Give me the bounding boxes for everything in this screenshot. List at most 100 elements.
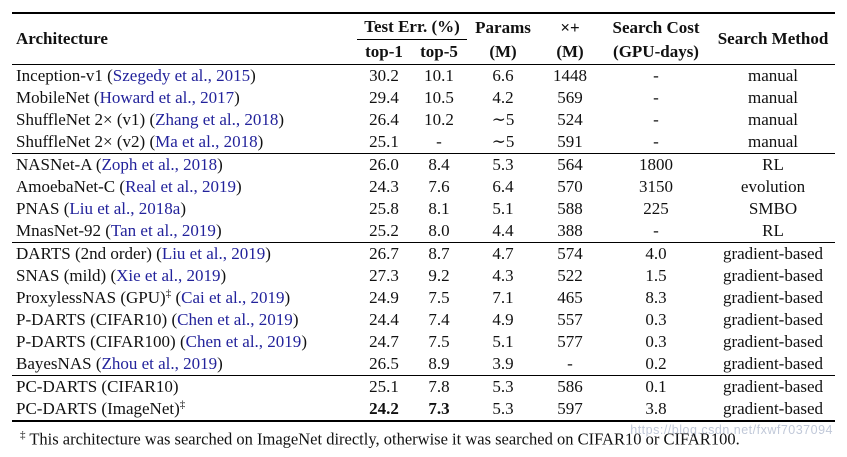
params-cell: 4.7 [467,242,540,265]
architecture-name: PNAS [16,199,60,218]
search-method-cell: gradient-based [722,310,824,329]
citation-link[interactable]: Liu et al., 2018a [69,199,181,218]
citation-link[interactable]: Xie et al., 2019 [116,266,221,285]
table-row: SNAS (mild) (Xie et al., 2019) 27.3 9.2 4.3… [12,265,835,287]
top5-cell: 9.2 [428,266,450,285]
citation-link[interactable]: Tan et al., 2019 [110,221,216,240]
top5-cell: 8.1 [428,199,450,218]
footnote: ‡ This architecture was searched on Imag… [20,429,835,450]
top1-cell: 26.0 [357,153,411,176]
citation-link[interactable]: Ma et al., 2018 [155,132,258,151]
params-cell: 6.4 [492,177,514,196]
architecture-name: Inception-v1 [16,66,103,85]
top1-cell: 24.9 [369,288,399,307]
search-cost-cell: 225 [643,199,669,218]
architecture-name: P-DARTS (CIFAR10) [16,310,168,329]
architecture-name: BayesNAS [16,354,92,373]
madds-cell: 524 [557,110,583,129]
search-cost-cell: 4.0 [601,242,712,265]
table-row: NASNet-A (Zoph et al., 2018) 26.0 8.4 5.3 56… [12,153,836,176]
top1-cell: 29.4 [369,88,399,107]
architecture-name: P-DARTS (CIFAR100) [16,332,176,351]
top5-cell: 8.9 [428,354,450,373]
csdn-watermark: https://blog.csdn.net/fxwf7037094 [630,423,833,437]
col-header-search-method: Search Method [717,29,829,48]
search-method-cell: manual [747,132,799,151]
citation-link[interactable]: Cai et al., 2019 [181,288,285,307]
footnote-dagger-marker: ‡ [20,429,26,441]
madds-cell: 597 [557,399,583,418]
architecture-name: ShuffleNet 2× (v2) [16,132,146,151]
params-cell: 7.1 [492,288,514,307]
madds-cell: 388 [557,221,583,240]
madds-cell: 591 [557,132,583,151]
top1-cell: 25.2 [369,221,399,240]
params-cell: ∼5 [491,110,515,129]
top5-cell: 10.2 [424,110,454,129]
architecture-name: NASNet-A [16,155,92,174]
dagger-marker: ‡ [179,398,186,411]
search-cost-cell: - [653,110,659,129]
search-cost-cell: 0.3 [645,332,667,351]
top1-cell: 30.2 [369,66,399,85]
architecture-cell: P-DARTS (CIFAR100) (Chen et al., 2019) [16,332,307,351]
params-cell: 4.2 [492,88,514,107]
dagger-marker: ‡ [165,287,172,300]
citation-link[interactable]: Szegedy et al., 2015 [112,66,251,85]
table-row: MobileNet (Howard et al., 2017) 29.4 10.5 4… [12,87,835,109]
params-cell: 5.1 [492,199,514,218]
madds-cell: 569 [557,88,583,107]
col-header-top5: top-5 [420,42,458,61]
params-cell: 4.3 [492,266,514,285]
results-table: Architecture Test Err. (%) Params (M) ×+… [12,12,836,422]
madds-cell: 557 [557,310,583,329]
architecture-name: PC-DARTS (CIFAR10) [16,377,179,396]
architecture-cell: BayesNAS (Zhou et al., 2019) [16,354,223,373]
madds-cell: 570 [557,177,583,196]
madds-cell: - [567,354,573,373]
citation-link[interactable]: Chen et al., 2019 [177,310,293,329]
architecture-cell: DARTS (2nd order) (Liu et al., 2019) [12,242,357,265]
search-method-cell: gradient-based [722,266,824,285]
params-cell: 5.3 [467,153,540,176]
top1-cell: 26.7 [357,242,411,265]
table-row: PC-DARTS (ImageNet)‡ 24.2 7.3 5.3 597 3.8 grad… [12,398,835,421]
col-header-madds-line1: ×+ [560,17,580,37]
citation-link[interactable]: Zhou et al., 2019 [101,354,218,373]
citation-link[interactable]: Real et al., 2019 [125,177,237,196]
search-cost-cell: 0.1 [601,375,712,398]
search-method-cell: gradient-based [711,375,836,398]
madds-cell: 586 [539,375,602,398]
citation-link[interactable]: Liu et al., 2019 [161,244,266,263]
search-cost-cell: - [653,221,659,240]
search-cost-cell: 0.2 [645,354,667,373]
madds-cell: 522 [557,266,583,285]
table-row: PNAS (Liu et al., 2018a) 25.8 8.1 5.1 588 225… [12,198,835,220]
search-method-cell: manual [747,88,799,107]
top1-cell: 26.4 [369,110,399,129]
madds-cell: 1448 [553,66,588,85]
architecture-name: PC-DARTS (ImageNet) [16,399,180,418]
top1-cell: 27.3 [369,266,399,285]
top5-cell: 7.5 [428,332,450,351]
table-row: AmoebaNet-C (Real et al., 2019) 24.3 7.6 6.… [12,176,835,198]
citation-link[interactable]: Zoph et al., 2018 [101,155,218,174]
table-row: BayesNAS (Zhou et al., 2019) 26.5 8.9 3.9 - 0… [12,353,835,376]
top1-cell: 25.1 [357,375,411,398]
citation-link[interactable]: Howard et al., 2017 [99,88,235,107]
table-row: ShuffleNet 2× (v2) (Ma et al., 2018) 25.1… [12,131,835,154]
citation-link[interactable]: Chen et al., 2019 [185,332,302,351]
search-method-cell: RL [762,221,784,240]
search-method-cell: gradient-based [711,242,836,265]
col-header-search-cost: Search Cost (GPU-days) [601,13,711,65]
architecture-cell: ProxylessNAS (GPU)‡ (Cai et al., 2019) [16,287,291,307]
search-cost-cell: 8.3 [645,288,667,307]
citation-link[interactable]: Zhang et al., 2018 [155,110,279,129]
architecture-cell: NASNet-A (Zoph et al., 2018) [12,153,357,176]
table-row: MnasNet-92 (Tan et al., 2019) 25.2 8.0 4.4 3… [12,220,835,243]
search-method-cell: manual [747,110,799,129]
top5-cell: 10.1 [424,66,454,85]
search-cost-cell: 3150 [639,177,674,196]
top5-cell: 7.8 [411,375,468,398]
